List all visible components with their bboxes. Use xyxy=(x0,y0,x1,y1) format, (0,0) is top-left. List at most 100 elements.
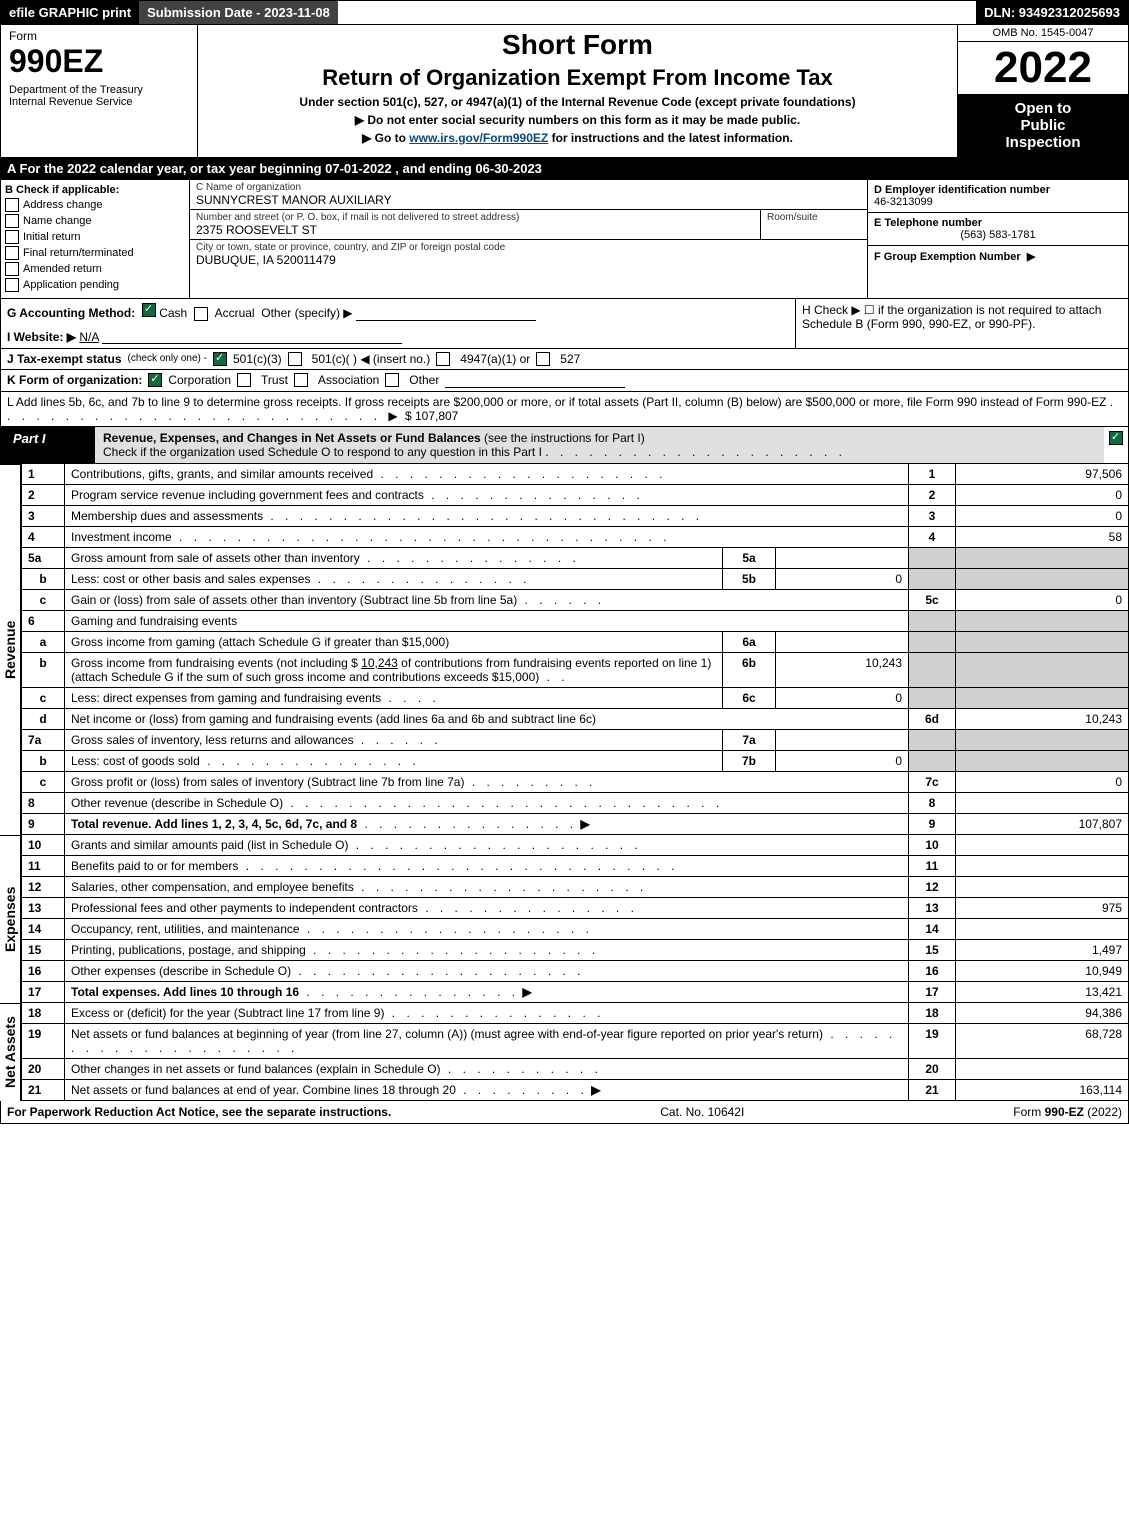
box-num: 2 xyxy=(909,484,956,505)
inner-box: 6a xyxy=(723,631,776,652)
shade-cell xyxy=(956,750,1129,771)
box-num: 7c xyxy=(909,771,956,792)
shade-cell xyxy=(909,729,956,750)
efile-print-label[interactable]: efile GRAPHIC print xyxy=(1,1,139,24)
line-val xyxy=(956,835,1129,856)
footer-right: Form 990-EZ (2022) xyxy=(1013,1105,1122,1119)
line-val xyxy=(956,792,1129,813)
e-label: E Telephone number xyxy=(874,217,1122,229)
line-val xyxy=(956,855,1129,876)
room-label: Room/suite xyxy=(767,212,867,223)
line-7b: bLess: cost of goods sold . . . . . . . … xyxy=(22,750,1129,771)
box-num: 6d xyxy=(909,708,956,729)
line-val xyxy=(956,1058,1129,1079)
revenue-table: 1Contributions, gifts, grants, and simil… xyxy=(21,464,1129,835)
box-num: 8 xyxy=(909,792,956,813)
line-num: 1 xyxy=(22,464,65,485)
blank-line xyxy=(356,306,536,321)
section-e: E Telephone number (563) 583-1781 xyxy=(868,213,1128,246)
line-val: 0 xyxy=(956,589,1129,610)
form-header: Form 990EZ Department of the Treasury In… xyxy=(0,25,1129,158)
section-h: H Check ▶ ☐ if the organization is not r… xyxy=(795,299,1128,348)
return-title: Return of Organization Exempt From Incom… xyxy=(202,65,953,91)
box-num: 19 xyxy=(909,1023,956,1058)
inner-val xyxy=(776,547,909,568)
checkbox-checked-icon xyxy=(1109,431,1123,445)
line-num: 15 xyxy=(22,939,65,960)
line-val: 94,386 xyxy=(956,1003,1129,1024)
part-title-bold: Revenue, Expenses, and Changes in Net As… xyxy=(103,431,481,445)
line-5b: bLess: cost or other basis and sales exp… xyxy=(22,568,1129,589)
line-num: b xyxy=(22,568,65,589)
chk-initial-return[interactable]: Initial return xyxy=(5,230,185,244)
box-num: 13 xyxy=(909,897,956,918)
j-527: 527 xyxy=(560,352,580,366)
irs-link[interactable]: www.irs.gov/Form990EZ xyxy=(409,131,548,145)
line-val: 975 xyxy=(956,897,1129,918)
under-section: Under section 501(c), 527, or 4947(a)(1)… xyxy=(202,95,953,109)
l-val-prefix: $ xyxy=(405,409,415,423)
line-desc: Less: cost or other basis and sales expe… xyxy=(65,568,723,589)
line-num: 21 xyxy=(22,1079,65,1100)
line-num: 6 xyxy=(22,610,65,631)
line-desc: Net assets or fund balances at end of ye… xyxy=(65,1079,909,1100)
chk-application-pending[interactable]: Application pending xyxy=(5,278,185,292)
section-c: C Name of organization SUNNYCREST MANOR … xyxy=(190,180,867,298)
line-num: b xyxy=(22,750,65,771)
box-num: 10 xyxy=(909,835,956,856)
open-line-3: Inspection xyxy=(964,134,1122,151)
chk-name-change[interactable]: Name change xyxy=(5,214,185,228)
line-num: 11 xyxy=(22,855,65,876)
section-def: D Employer identification number 46-3213… xyxy=(867,180,1128,298)
checkbox-icon xyxy=(5,214,19,228)
shade-cell xyxy=(909,547,956,568)
chk-amended-return[interactable]: Amended return xyxy=(5,262,185,276)
inner-box: 6b xyxy=(723,652,776,687)
line-desc: Excess or (deficit) for the year (Subtra… xyxy=(65,1003,909,1024)
chk-address-change[interactable]: Address change xyxy=(5,198,185,212)
section-k: K Form of organization: Corporation Trus… xyxy=(0,370,1129,392)
blank-line xyxy=(445,373,625,388)
top-bar: efile GRAPHIC print Submission Date - 20… xyxy=(0,0,1129,25)
checkbox-icon xyxy=(5,262,19,276)
street-label: Number and street (or P. O. box, if mail… xyxy=(196,212,754,223)
box-num: 12 xyxy=(909,876,956,897)
ein-val: 46-3213099 xyxy=(874,196,1122,208)
blank-line xyxy=(102,329,402,344)
line-desc: Printing, publications, postage, and shi… xyxy=(65,939,909,960)
line-desc: Gross profit or (loss) from sales of inv… xyxy=(65,771,909,792)
h-text: H Check ▶ ☐ if the organization is not r… xyxy=(802,303,1101,331)
chk-label: Initial return xyxy=(23,231,80,243)
line-num: 14 xyxy=(22,918,65,939)
line-16: 16Other expenses (describe in Schedule O… xyxy=(22,960,1129,981)
line-val: 58 xyxy=(956,526,1129,547)
schedule-o-checkbox[interactable] xyxy=(1104,427,1128,463)
city-row: City or town, state or province, country… xyxy=(190,240,867,269)
line-num: 20 xyxy=(22,1058,65,1079)
instr-post: for instructions and the latest informat… xyxy=(548,131,793,145)
form-id-block: Form 990EZ Department of the Treasury In… xyxy=(1,25,198,157)
section-a: A For the 2022 calendar year, or tax yea… xyxy=(0,158,1129,180)
j-sub: (check only one) - xyxy=(128,353,207,364)
line-5a: 5aGross amount from sale of assets other… xyxy=(22,547,1129,568)
gross-receipts-val: 107,807 xyxy=(415,409,458,423)
line-desc: Benefits paid to or for members . . . . … xyxy=(65,855,909,876)
city-label: City or town, state or province, country… xyxy=(196,242,861,253)
inner-val: 0 xyxy=(776,568,909,589)
line-val xyxy=(956,918,1129,939)
line-18: 18Excess or (deficit) for the year (Subt… xyxy=(22,1003,1129,1024)
k-trust: Trust xyxy=(261,373,288,387)
part-1-header: Part I Revenue, Expenses, and Changes in… xyxy=(0,427,1129,464)
footer-cat: Cat. No. 10642I xyxy=(660,1105,744,1119)
arrow-icon: ▶ xyxy=(591,1083,600,1097)
line-val: 0 xyxy=(956,484,1129,505)
arrow-icon: ▶ xyxy=(580,817,589,831)
part-title: Revenue, Expenses, and Changes in Net As… xyxy=(95,427,1104,463)
chk-final-return[interactable]: Final return/terminated xyxy=(5,246,185,260)
shade-cell xyxy=(956,610,1129,631)
line-6: 6Gaming and fundraising events xyxy=(22,610,1129,631)
shade-cell xyxy=(909,687,956,708)
checkbox-checked-icon xyxy=(213,352,227,366)
line-num: 19 xyxy=(22,1023,65,1058)
line-num: c xyxy=(22,771,65,792)
